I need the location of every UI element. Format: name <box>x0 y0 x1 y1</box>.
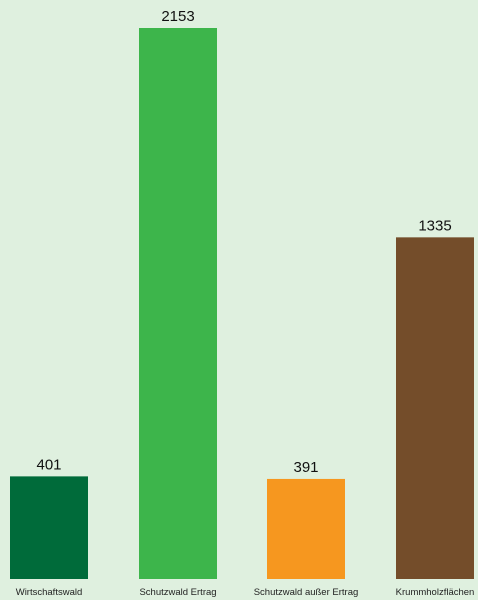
category-labels-group: Wirtschaftswald Schutzwald Ertrag Schutzwa… <box>16 587 475 598</box>
bar-1 <box>139 28 217 579</box>
bars-group <box>10 28 474 579</box>
bar-3 <box>396 237 474 579</box>
value-labels-group: 401 2153 391 1335 <box>36 8 451 476</box>
category-label-0: Wirtschaftswald <box>16 587 83 598</box>
value-label-1: 2153 <box>161 8 194 25</box>
category-label-2: Schutzwald außer Ertrag <box>254 587 359 598</box>
category-label-1: Schutzwald Ertrag <box>139 587 216 598</box>
value-label-2: 391 <box>293 459 318 476</box>
value-label-3: 1335 <box>418 217 451 234</box>
value-label-0: 401 <box>36 456 61 473</box>
category-label-3: Krummholzflächen <box>396 587 475 598</box>
bar-0 <box>10 476 88 579</box>
bar-2 <box>267 478 345 579</box>
